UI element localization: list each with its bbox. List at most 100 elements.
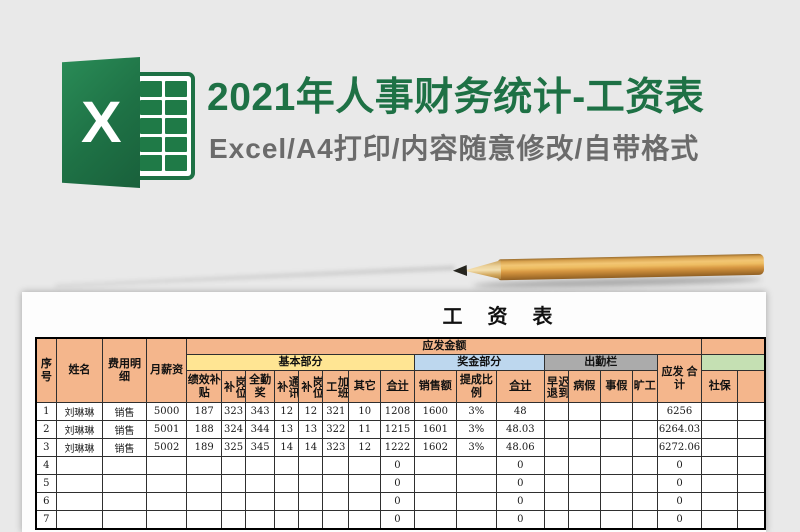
table-cell	[245, 510, 276, 530]
vertical-label: 迟到早退	[545, 375, 568, 398]
col-header-post-subsidy-1: 岗位补	[220, 370, 247, 403]
table-cell	[322, 492, 350, 511]
table-cell: 1215	[380, 420, 415, 439]
table-cell: 324	[220, 420, 247, 439]
table-row: 3 刘琳琳 销售 5002 189 325 345 14 14 323 12 1222 1602 3% 48…	[35, 438, 766, 457]
table-cell	[543, 474, 569, 493]
table-cell: 0	[380, 492, 415, 511]
excel-grid-cell	[140, 81, 162, 97]
col-header-full-attendance: 全勤奖	[245, 370, 276, 403]
col-header-sick-leave: 病假	[567, 370, 601, 403]
table-cell: 344	[245, 420, 276, 439]
excel-icon-grid	[140, 81, 187, 171]
table-cell: 0	[380, 510, 415, 530]
table-cell: 5002	[145, 438, 188, 457]
table-cell	[456, 474, 497, 493]
table-cell	[145, 474, 188, 493]
pencil-cast-shadow	[54, 265, 455, 288]
excel-x-panel: X	[62, 57, 140, 188]
table-cell	[737, 474, 766, 493]
table-cell	[55, 510, 104, 530]
table-cell	[413, 456, 458, 475]
pencil-image	[452, 249, 771, 294]
table-cell: 14	[274, 438, 300, 457]
table-cell	[348, 474, 382, 493]
excel-grid-cell	[165, 81, 187, 97]
excel-grid-cell	[165, 118, 187, 134]
spreadsheet-paper: 工 资 表 序号 姓名 费用明细 月薪资 应发金额 基本部分 奖金部分 出勤栏 …	[22, 292, 766, 532]
table-cell: 13	[298, 420, 324, 439]
table-cell: 1	[35, 402, 57, 421]
table-cell	[599, 438, 633, 457]
sheet-title: 工 资 表	[442, 304, 562, 328]
table-cell	[298, 474, 324, 493]
table-cell	[145, 510, 188, 530]
table-cell	[599, 402, 633, 421]
table-cell	[567, 438, 601, 457]
table-cell: 7	[35, 510, 57, 530]
table-cell	[274, 456, 300, 475]
table-cell: 3	[35, 438, 57, 457]
table-cell: 1222	[380, 438, 415, 457]
table-cell	[274, 492, 300, 511]
table-cell	[543, 456, 569, 475]
table-cell: 0	[495, 510, 545, 530]
table-cell	[567, 474, 601, 493]
table-cell	[737, 510, 766, 530]
table-cell: 0	[656, 456, 703, 475]
table-cell	[631, 420, 658, 439]
table-cell	[55, 456, 104, 475]
table-cell: 3%	[456, 438, 497, 457]
table-cell: 48.06	[495, 438, 545, 457]
excel-grid-cell	[165, 136, 187, 153]
col-header-sales: 销售额	[413, 370, 458, 403]
table-cell	[348, 510, 382, 530]
table-cell	[599, 492, 633, 511]
col-header-personal-leave: 事假	[599, 370, 633, 403]
table-cell: 5	[35, 474, 57, 493]
table-cell: 0	[495, 474, 545, 493]
vertical-label: 岗位补	[299, 375, 323, 398]
col-header-payable-total: 应发 合计	[656, 354, 703, 403]
table-cell	[220, 456, 247, 475]
table-cell	[348, 492, 382, 511]
table-cell: 323	[220, 402, 247, 421]
table-cell	[599, 474, 633, 493]
section-attendance: 出勤栏	[543, 354, 658, 371]
table-cell	[456, 492, 497, 511]
table-cell: 12	[298, 402, 324, 421]
table-cell: 6272.06	[656, 438, 703, 457]
col-header-name: 姓名	[55, 337, 104, 403]
table-cell	[737, 402, 766, 421]
table-cell: 10	[348, 402, 382, 421]
table-cell: 13	[274, 420, 300, 439]
table-cell	[413, 474, 458, 493]
table-cell	[599, 420, 633, 439]
table-cell: 0	[656, 474, 703, 493]
col-header-overtime: 加班工	[322, 370, 350, 403]
table-cell: 0	[380, 456, 415, 475]
table-cell	[567, 402, 601, 421]
table-cell	[701, 402, 738, 421]
table-cell	[413, 492, 458, 511]
table-row: 4 0 0 0	[35, 456, 766, 475]
table-cell	[701, 420, 738, 439]
table-cell: 0	[495, 492, 545, 511]
table-cell	[245, 492, 276, 511]
excel-x-letter: X	[80, 90, 122, 155]
table-cell	[567, 510, 601, 530]
table-cell	[348, 456, 382, 475]
col-header-commission: 提成比例	[456, 370, 497, 403]
table-cell: 325	[220, 438, 247, 457]
section-bonus: 奖金部分	[413, 354, 545, 371]
excel-grid-cell	[165, 155, 187, 171]
table-cell: 187	[186, 402, 222, 421]
col-header-perf-subsidy: 绩效补贴	[186, 370, 222, 403]
table-cell	[456, 510, 497, 530]
table-cell: 销售	[102, 402, 147, 421]
table-cell: 48	[495, 402, 545, 421]
table-cell	[543, 420, 569, 439]
table-cell	[102, 510, 147, 530]
table-cell: 6256	[656, 402, 703, 421]
table-cell	[220, 510, 247, 530]
